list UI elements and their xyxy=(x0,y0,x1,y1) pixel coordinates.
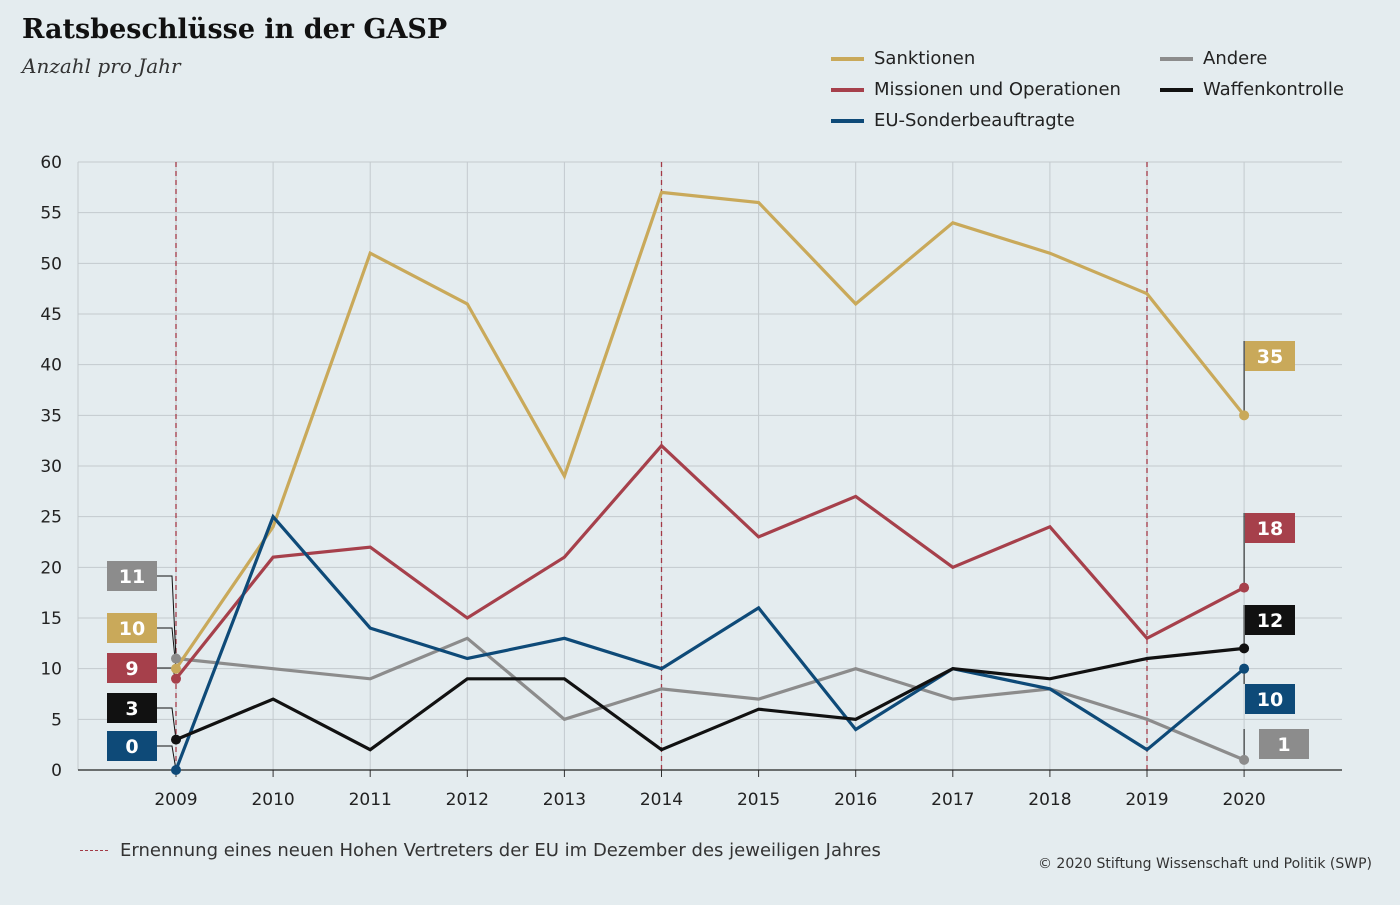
label-leader-line xyxy=(157,575,177,659)
y-tick-label: 60 xyxy=(40,153,62,173)
chart-title: Ratsbeschlüsse in der GASP xyxy=(22,14,448,45)
y-tick-label: 45 xyxy=(40,305,62,325)
y-tick-label: 15 xyxy=(40,609,62,629)
value-label: 11 xyxy=(119,566,145,588)
y-tick-label: 40 xyxy=(40,356,62,376)
chart-subtitle: Anzahl pro Jahr xyxy=(22,54,181,78)
endpoint-dot xyxy=(171,663,181,674)
endpoint-dot xyxy=(1239,582,1250,593)
x-tick-label: 2015 xyxy=(737,790,780,810)
endpoint-dot xyxy=(171,734,181,745)
x-tick-label: 2017 xyxy=(931,790,974,810)
label-leader-line xyxy=(157,745,177,771)
endpoint-dot xyxy=(1239,754,1250,765)
y-tick-label: 20 xyxy=(40,558,62,578)
y-tick-label: 10 xyxy=(40,660,62,680)
x-tick-label: 2020 xyxy=(1222,790,1265,810)
series-line-eu-sonderbeauftragte xyxy=(174,513,1246,771)
value-label-box xyxy=(1245,341,1295,371)
x-tick-label: 2011 xyxy=(349,790,392,810)
dashed-marker-legend-icon xyxy=(80,850,108,851)
value-label-box xyxy=(107,731,157,761)
value-label: 0 xyxy=(125,736,138,758)
x-tick-label: 2012 xyxy=(446,790,489,810)
endpoint-dot xyxy=(171,673,181,684)
endpoint-dot xyxy=(171,653,181,664)
value-label-box xyxy=(107,613,157,643)
endpoint-dot xyxy=(1239,643,1250,654)
value-label: 10 xyxy=(1257,689,1283,711)
y-tick-label: 55 xyxy=(40,204,62,224)
label-leader-line xyxy=(157,707,177,740)
endpoint-dot xyxy=(171,765,181,775)
value-label: 12 xyxy=(1257,610,1283,632)
value-label-box xyxy=(1245,684,1295,714)
series-line-missionen-und-operationen xyxy=(174,443,1245,680)
endpoint-dot xyxy=(1239,663,1250,674)
value-label: 35 xyxy=(1257,346,1283,368)
y-tick-label: 25 xyxy=(40,508,62,528)
value-label-box xyxy=(107,693,157,723)
footnote-text: Ernennung eines neuen Hohen Vertreters d… xyxy=(120,840,881,861)
x-tick-label: 2013 xyxy=(543,790,586,810)
x-tick-label: 2019 xyxy=(1125,790,1168,810)
series-line-sanktionen xyxy=(174,190,1246,670)
value-label-box xyxy=(107,653,157,683)
y-tick-label: 0 xyxy=(51,761,62,781)
y-tick-label: 30 xyxy=(40,457,62,477)
value-label: 9 xyxy=(125,658,138,680)
endpoint-dot xyxy=(1239,410,1250,421)
y-tick-label: 5 xyxy=(51,710,62,730)
series-line-waffenkontrolle xyxy=(175,646,1245,752)
value-label-box xyxy=(1245,605,1295,635)
value-label: 18 xyxy=(1257,518,1283,540)
value-label: 1 xyxy=(1277,734,1290,756)
y-tick-label: 50 xyxy=(40,254,62,274)
x-tick-label: 2009 xyxy=(154,790,197,810)
copyright: © 2020 Stiftung Wissenschaft und Politik… xyxy=(1037,856,1372,872)
y-tick-label: 35 xyxy=(40,406,62,426)
value-label-box xyxy=(1259,729,1309,759)
series-line-andere xyxy=(175,636,1245,762)
x-tick-label: 2018 xyxy=(1028,790,1071,810)
value-label: 10 xyxy=(119,618,145,640)
x-tick-label: 2010 xyxy=(251,790,294,810)
value-label: 3 xyxy=(125,698,138,720)
value-label-box xyxy=(107,561,157,591)
value-label-box xyxy=(1245,513,1295,543)
footnote: Ernennung eines neuen Hohen Vertreters d… xyxy=(80,840,881,861)
x-tick-label: 2016 xyxy=(834,790,877,810)
x-tick-label: 2014 xyxy=(640,790,683,810)
